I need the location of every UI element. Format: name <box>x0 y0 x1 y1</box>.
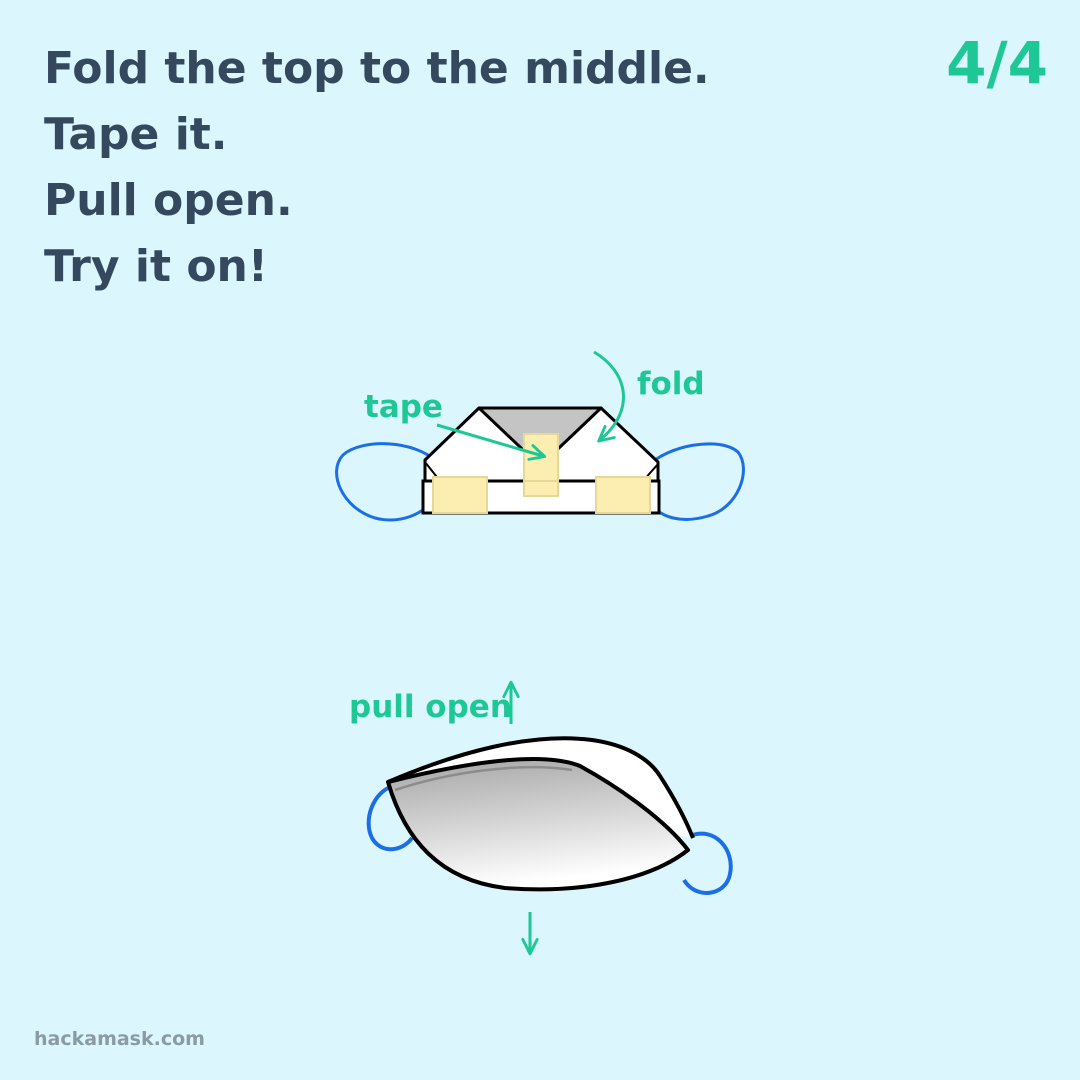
folded-mask: tape fold <box>335 350 745 522</box>
page-counter: 4/4 <box>946 29 1048 97</box>
tape-strip-center <box>523 433 559 497</box>
instruction-step-4: Try it on! <box>44 241 268 292</box>
instruction-step-1: Fold the top to the middle. <box>44 43 710 94</box>
tape-strip-right <box>595 476 651 514</box>
mask-front-panel <box>386 757 690 892</box>
tape-arrow <box>436 423 547 461</box>
instruction-step-2: Tape it. <box>44 109 228 160</box>
left-ear-loop <box>366 784 414 852</box>
mask-inner-crease <box>394 765 573 792</box>
site-url: hackamask.com <box>34 1028 205 1050</box>
tape-strip-left <box>432 476 488 514</box>
instruction-step-3: Pull open. <box>44 175 293 226</box>
tape-label: tape <box>364 389 443 425</box>
right-ear-loop <box>682 831 733 895</box>
pull-open-label: pull open <box>349 689 512 725</box>
opened-mask: pull open <box>349 680 733 956</box>
instruction-list: Fold the top to the middle. Tape it. Pul… <box>44 36 710 300</box>
left-ear-loop <box>335 442 439 522</box>
fold-label: fold <box>637 366 705 402</box>
fold-arrow <box>593 350 625 443</box>
right-ear-loop <box>646 442 745 521</box>
